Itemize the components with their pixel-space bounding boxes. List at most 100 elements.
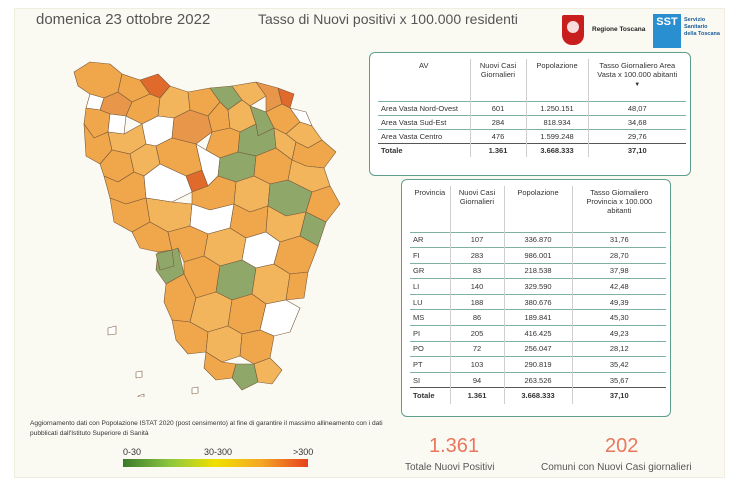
provincia-table: Provincia Nuovi Casi Giornalieri Popolaz… xyxy=(401,179,671,417)
data-update-note: Aggiornamento dati con Popolazione ISTAT… xyxy=(30,420,383,437)
table-cell: 336.870 xyxy=(503,231,572,248)
table-cell: 818.934 xyxy=(525,114,588,129)
table-cell: PI xyxy=(410,325,450,342)
table-cell: 205 xyxy=(449,325,504,342)
table-cell: 37,10 xyxy=(571,387,666,404)
table-cell: 218.538 xyxy=(503,262,572,279)
table-row: FI 283 986.001 28,70 xyxy=(410,247,666,264)
table-cell: 86 xyxy=(449,309,504,326)
table-cell: 1.250.151 xyxy=(525,100,588,115)
color-scale-legend xyxy=(123,459,308,467)
map-region xyxy=(155,249,175,271)
regione-toscana-logo: Regione Toscana xyxy=(556,13,646,49)
table-cell: 94 xyxy=(449,371,504,388)
table-cell: MS xyxy=(410,309,450,326)
table-cell: 188 xyxy=(449,293,504,310)
table-header-row: Provincia Nuovi Casi Giornalieri Popolaz… xyxy=(410,186,666,232)
sst-logo-box: SST xyxy=(653,14,681,48)
table-cell: 29,76 xyxy=(587,128,686,143)
map-region xyxy=(135,370,143,379)
provincia-grid: Provincia Nuovi Casi Giornalieri Popolaz… xyxy=(410,186,666,404)
table-header-row: AV Nuovi Casi Giornalieri Popolazione Ta… xyxy=(378,59,686,101)
table-cell: 283 xyxy=(449,247,504,264)
table-cell: Area Vasta Sud-Est xyxy=(378,114,470,129)
table-cell: 256.047 xyxy=(503,340,572,357)
map-region xyxy=(259,299,301,337)
table-cell: 72 xyxy=(449,340,504,357)
table-cell: 49,23 xyxy=(571,325,666,342)
total-positives-label: Totale Nuovi Positivi xyxy=(405,462,495,473)
area-vasta-grid: AV Nuovi Casi Giornalieri Popolazione Ta… xyxy=(378,59,686,157)
table-cell: 107 xyxy=(449,231,504,248)
table-cell: 48,07 xyxy=(587,100,686,115)
table-cell: GR xyxy=(410,262,450,279)
sort-desc-icon: ▼ xyxy=(634,82,641,88)
table-row: AR 107 336.870 31,76 xyxy=(410,231,666,248)
map-region xyxy=(285,271,309,301)
table-cell: AR xyxy=(410,231,450,248)
table-cell: 28,12 xyxy=(571,340,666,357)
table-cell: Area Vasta Nord-Ovest xyxy=(378,100,470,115)
col-header[interactable]: Popolazione xyxy=(525,59,588,101)
col-header[interactable]: Tasso Giornaliero Provincia x 100.000 ab… xyxy=(571,186,666,232)
col-header[interactable]: Tasso Giornaliero Area Vasta x 100.000 a… xyxy=(587,59,686,101)
table-cell: 31,76 xyxy=(571,231,666,248)
table-row: PO 72 256.047 28,12 xyxy=(410,340,666,357)
table-cell: 189.841 xyxy=(503,309,572,326)
table-total-row: Totale 1.361 3.668.333 37,10 xyxy=(410,387,666,404)
comuni-count-label: Comuni con Nuovi Casi giornalieri xyxy=(541,462,692,473)
table-cell: 35,67 xyxy=(571,371,666,388)
table-total-row: Totale 1.361 3.668.333 37,10 xyxy=(378,142,686,157)
page-title: Tasso di Nuovi positivi x 100.000 reside… xyxy=(258,11,518,27)
table-cell: Totale xyxy=(378,142,470,157)
table-cell: 37,10 xyxy=(587,142,686,157)
table-cell: 1.361 xyxy=(469,142,526,157)
col-header[interactable]: Popolazione xyxy=(503,186,572,232)
map-region xyxy=(73,61,123,99)
table-cell: 45,30 xyxy=(571,309,666,326)
table-cell: 35,42 xyxy=(571,356,666,373)
map-region xyxy=(231,81,267,107)
map-region xyxy=(215,259,257,301)
map-region xyxy=(191,386,199,395)
table-cell: 263.526 xyxy=(503,371,572,388)
table-cell: LU xyxy=(410,293,450,310)
table-cell: 476 xyxy=(469,128,526,143)
map-region xyxy=(305,185,341,223)
table-cell: 416.425 xyxy=(503,325,572,342)
table-row: LI 140 329.590 42,48 xyxy=(410,278,666,295)
table-row: PI 205 416.425 49,23 xyxy=(410,325,666,342)
table-row: SI 94 263.526 35,67 xyxy=(410,371,666,388)
report-date: domenica 23 ottobre 2022 xyxy=(36,11,211,28)
col-header[interactable]: AV xyxy=(419,61,429,70)
table-cell: 1.599.248 xyxy=(525,128,588,143)
sst-logo-text: Servizio Sanitario della Toscana xyxy=(684,17,720,37)
table-cell: 28,70 xyxy=(571,247,666,264)
legend-high-label: >300 xyxy=(293,447,314,457)
table-cell: LI xyxy=(410,278,450,295)
col-header[interactable]: Provincia xyxy=(414,188,446,197)
table-cell: 49,39 xyxy=(571,293,666,310)
table-cell: PT xyxy=(410,356,450,373)
table-cell: 42,48 xyxy=(571,278,666,295)
map-region xyxy=(203,351,237,381)
table-cell: 103 xyxy=(449,356,504,373)
table-cell: 37,98 xyxy=(571,262,666,279)
comuni-count-value: 202 xyxy=(605,435,639,457)
table-row: PT 103 290.819 35,42 xyxy=(410,356,666,373)
col-header[interactable]: Nuovi Casi Giornalieri xyxy=(449,186,504,232)
map-region xyxy=(253,357,283,385)
col-header[interactable]: Nuovi Casi Giornalieri xyxy=(469,59,526,101)
tuscany-municipalities-map xyxy=(73,61,341,397)
table-cell: 3.668.333 xyxy=(525,142,588,157)
map-region xyxy=(231,363,259,391)
table-cell: 140 xyxy=(449,278,504,295)
table-row: Area Vasta Sud-Est 284 818.934 34,68 xyxy=(378,114,686,129)
table-cell: SI xyxy=(410,371,450,388)
table-cell: 329.590 xyxy=(503,278,572,295)
table-cell: 1.361 xyxy=(449,387,504,404)
sst-logo: SST Servizio Sanitario della Toscana xyxy=(653,14,720,50)
total-positives-value: 1.361 xyxy=(429,435,480,457)
table-cell: 601 xyxy=(469,100,526,115)
map-region xyxy=(107,325,117,336)
